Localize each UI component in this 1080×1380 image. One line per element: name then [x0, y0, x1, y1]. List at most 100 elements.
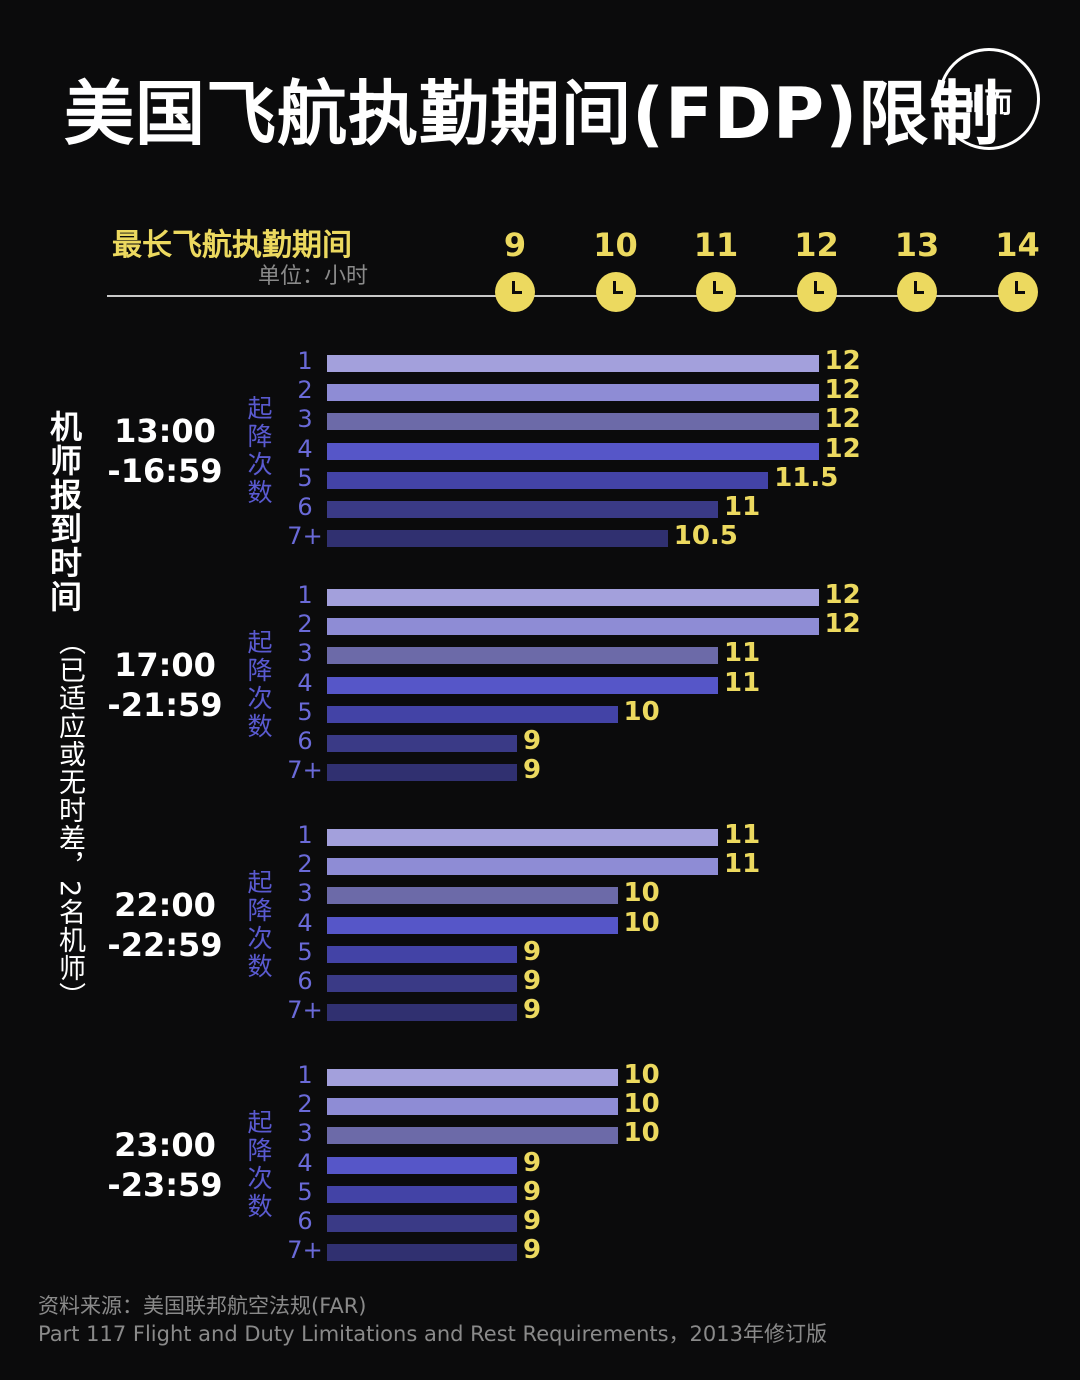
category-label: 7+: [287, 522, 323, 551]
x-tick-label: 11: [693, 226, 739, 264]
bar: [327, 501, 718, 518]
axis-unit: 单位：小时: [258, 264, 369, 289]
page-title: 美国飞航执勤期间(FDP)限制: [64, 73, 1001, 155]
clock-icon: [897, 272, 937, 312]
report-time-line: -16:59: [107, 451, 223, 490]
bar: [327, 1156, 517, 1174]
clock-icon: [696, 272, 736, 312]
value-label: 10: [623, 1118, 660, 1149]
report-time-line: -22:59: [107, 925, 223, 964]
y-axis-label: 机师报到时间: [49, 408, 82, 616]
report-time-line: 22:00: [114, 885, 216, 924]
value-label: 10: [623, 878, 660, 909]
bar: [327, 471, 769, 489]
value-label: 11: [724, 667, 761, 698]
bar: [327, 887, 618, 905]
axis-line: [107, 295, 1035, 297]
value-label: 12: [824, 609, 861, 640]
source-line-1: 资料来源：美国联邦航空法规(FAR): [38, 1294, 367, 1318]
report-time-label: 17:00 -21:59: [105, 645, 225, 725]
bar: [327, 618, 819, 636]
takeoff-count-label: 起降次数: [247, 1107, 273, 1221]
report-time-line: 17:00: [114, 645, 216, 684]
value-label: 9: [523, 936, 542, 967]
value-label: 9: [523, 1235, 542, 1266]
report-time-line: -23:59: [107, 1165, 223, 1204]
report-time-label: 22:00 -22:59: [105, 885, 225, 965]
report-time-line: 13:00: [114, 411, 216, 450]
category-label: 1: [297, 821, 313, 849]
category-label: 2: [297, 610, 313, 639]
value-label: 11: [724, 638, 761, 669]
source-line-2: Part 117 Flight and Duty Limitations and…: [38, 1322, 827, 1346]
bar: [327, 975, 517, 992]
bar: [327, 1244, 517, 1262]
category-label: 6: [297, 727, 313, 755]
category-label: 2: [297, 850, 313, 879]
x-tick-label: 9: [503, 226, 527, 264]
category-label: 1: [297, 581, 313, 609]
bar: [327, 829, 718, 846]
logo-dot-icon: [948, 95, 957, 104]
value-label: 11.5: [774, 462, 839, 493]
value-label: 9: [523, 1206, 542, 1236]
clock-icon: [997, 272, 1038, 312]
bar: [327, 945, 517, 963]
value-label: 11: [724, 820, 761, 850]
value-label: 10: [623, 696, 660, 727]
bar: [327, 384, 819, 402]
value-label: 10.5: [673, 521, 738, 552]
clock-icon: [796, 272, 837, 312]
bar: [327, 764, 517, 782]
takeoff-count-label: 起降次数: [247, 627, 273, 741]
category-label: 4: [297, 668, 313, 697]
logo-text: Ⅱ而: [963, 86, 1015, 119]
category-label: 6: [297, 967, 313, 995]
bar: [327, 442, 819, 460]
value-label: 11: [724, 492, 761, 522]
category-label: 7+: [287, 756, 323, 785]
bar: [327, 530, 668, 548]
value-label: 10: [623, 1089, 660, 1120]
category-label: 5: [297, 1177, 313, 1206]
value-label: 9: [523, 995, 542, 1026]
category-label: 4: [297, 434, 313, 463]
bar: [327, 413, 819, 431]
takeoff-count-label: 起降次数: [247, 393, 273, 507]
value-label: 12: [824, 375, 861, 406]
value-label: 9: [523, 966, 542, 996]
axis-ticks: 9 10 11 12 13 14: [0, 0, 1080, 330]
bar: [327, 916, 618, 934]
clock-icon: [595, 272, 636, 312]
category-label: 6: [297, 1207, 313, 1235]
category-label: 1: [297, 347, 313, 375]
brand-logo: Ⅱ而: [938, 48, 1040, 150]
value-label: 9: [523, 1147, 542, 1178]
bar: [327, 705, 618, 723]
value-label: 12: [824, 346, 861, 376]
value-label: 10: [623, 907, 660, 938]
axis-title: 最长飞航执勤期间: [112, 228, 352, 263]
category-label: 3: [297, 405, 313, 434]
category-label: 2: [297, 1090, 313, 1119]
bar: [327, 589, 819, 606]
bar: [327, 858, 718, 876]
value-label: 12: [824, 580, 861, 610]
x-tick-label: 13: [894, 226, 940, 264]
category-label: 7+: [287, 1236, 323, 1265]
clock-icon: [495, 272, 535, 312]
value-label: 9: [523, 1176, 542, 1207]
category-label: 3: [297, 1119, 313, 1148]
category-label: 4: [297, 908, 313, 937]
bar: [327, 1215, 517, 1232]
category-label: 6: [297, 493, 313, 521]
value-label: 9: [523, 726, 542, 756]
category-label: 5: [297, 937, 313, 966]
bar: [327, 1127, 618, 1145]
category-label: 2: [297, 376, 313, 405]
category-label: 4: [297, 1148, 313, 1177]
category-label: 5: [297, 463, 313, 492]
takeoff-count-label: 起降次数: [247, 867, 273, 981]
bar: [327, 735, 517, 752]
value-label: 12: [824, 433, 861, 464]
